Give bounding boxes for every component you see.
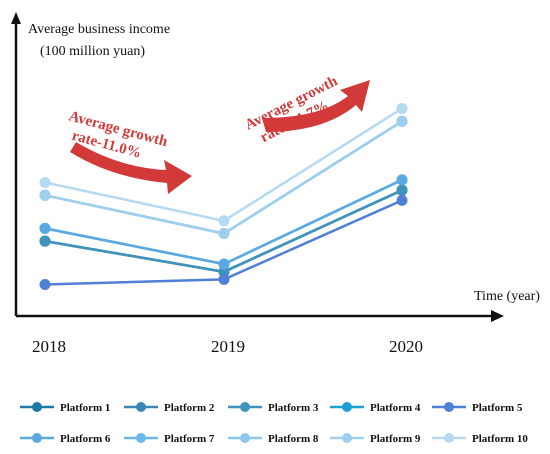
legend-swatch-marker-6: [32, 433, 42, 443]
series-9-point-2018: [39, 189, 51, 201]
legend: Platform 1 Platform 2 Platform 3 Platform 4…: [20, 402, 528, 445]
x-tick-label-2018: 2018: [32, 337, 66, 356]
series-5-point-2018: [39, 279, 51, 290]
x-tick-label-2020: 2020: [389, 337, 423, 356]
legend-swatch-marker-4: [342, 402, 352, 412]
legend-item-1: Platform 1: [20, 402, 110, 414]
legend-label-6: Platform 6: [60, 433, 111, 445]
series-6-point-2018: [39, 222, 51, 234]
y-axis-label-line-2: (100 million yuan): [40, 44, 145, 59]
series-3-point-2018: [39, 235, 51, 247]
legend-swatch-marker-2: [136, 402, 146, 412]
legend-item-10: Platform 10: [432, 433, 528, 445]
series-5-point-2020: [396, 194, 408, 206]
legend-swatch-marker-8: [240, 433, 250, 443]
legend-item-2: Platform 2: [124, 402, 215, 414]
legend-label-7: Platform 7: [164, 433, 215, 445]
legend-item-6: Platform 6: [20, 433, 111, 445]
series-10-point-2019: [218, 215, 230, 227]
legend-label-10: Platform 10: [472, 433, 528, 445]
legend-item-8: Platform 8: [228, 433, 319, 445]
x-axis-arrow: [491, 310, 504, 322]
legend-label-9: Platform 9: [370, 433, 421, 445]
legend-swatch-marker-7: [136, 433, 146, 443]
series-10-point-2018: [39, 177, 51, 188]
series-10-point-2020: [396, 103, 408, 114]
legend-swatch-marker-9: [342, 433, 352, 443]
legend-swatch-marker-1: [32, 402, 42, 412]
legend-item-5: Platform 5: [432, 402, 523, 414]
series-group: [39, 103, 408, 290]
legend-label-8: Platform 8: [268, 433, 319, 445]
growth-arrow-rise: [262, 80, 370, 132]
series-6-point-2020: [396, 174, 408, 186]
x-tick-labels: 2018 2019 2020: [32, 337, 423, 356]
legend-label-1: Platform 1: [60, 402, 110, 414]
legend-item-4: Platform 4: [330, 402, 421, 414]
y-axis-arrow: [11, 12, 21, 24]
legend-item-3: Platform 3: [228, 402, 319, 414]
y-axis-label-line-1: Average business income: [28, 22, 170, 37]
growth-arrow-decline: [70, 142, 192, 194]
legend-item-9: Platform 9: [330, 433, 421, 445]
legend-label-5: Platform 5: [472, 402, 523, 414]
x-axis-label: Time (year): [474, 289, 540, 304]
series-3-point-2019: [218, 266, 230, 278]
series-3-point-2020: [396, 184, 408, 196]
legend-swatch-marker-3: [240, 402, 250, 412]
legend-swatch-marker-5: [444, 402, 454, 412]
legend-label-3: Platform 3: [268, 402, 319, 414]
series-9-point-2020: [396, 115, 408, 127]
legend-label-2: Platform 2: [164, 402, 215, 414]
legend-label-4: Platform 4: [370, 402, 421, 414]
series-5-point-2019: [218, 273, 230, 285]
legend-swatch-marker-10: [444, 433, 454, 443]
x-tick-label-2019: 2019: [211, 337, 245, 356]
legend-item-7: Platform 7: [124, 433, 215, 445]
series-6-point-2019: [218, 258, 230, 270]
series-9-point-2019: [218, 228, 230, 239]
